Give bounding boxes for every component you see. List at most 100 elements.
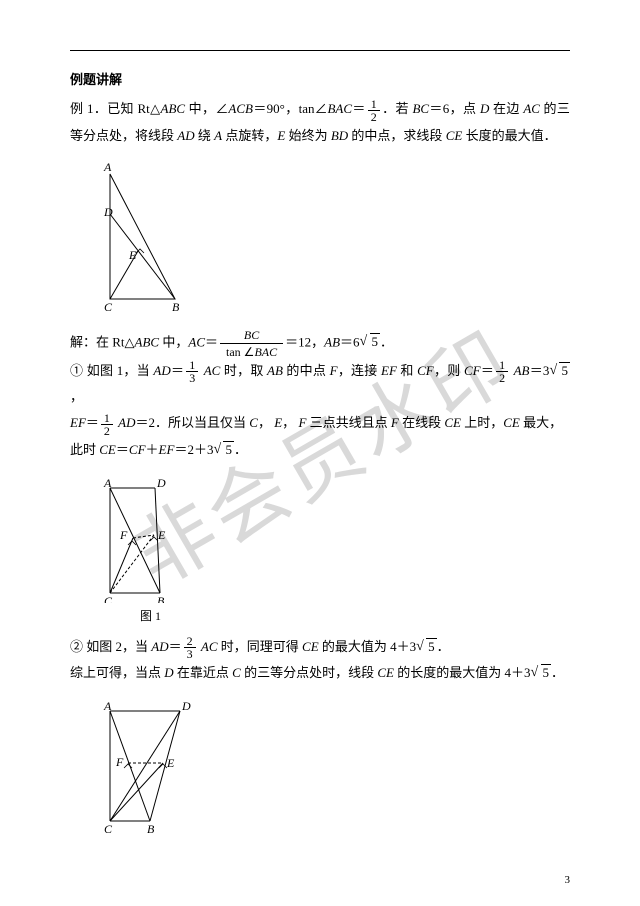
t: ，则 xyxy=(434,363,464,378)
eq: ＝3 xyxy=(529,363,549,378)
d: 2 xyxy=(101,425,113,437)
t: 综上可得，当点 xyxy=(70,665,164,680)
t: 在边 xyxy=(489,101,523,116)
ang-acb: ACB xyxy=(228,101,253,116)
cf2: CF xyxy=(464,363,481,378)
lbl-B: B xyxy=(147,822,155,836)
figure-2-svg: A D F E C B xyxy=(90,473,200,603)
lbl-D: D xyxy=(103,205,113,219)
lbl-F: F xyxy=(115,755,124,769)
tri: ABC xyxy=(135,334,160,349)
figure-1: A D E C B xyxy=(90,159,570,319)
solution-line: 解：在 Rt△ABC 中，AC＝BCtan ∠BAC＝12，AB＝65． xyxy=(70,329,570,358)
sqrt5: 5 xyxy=(360,329,381,355)
problem-label: 例 1． xyxy=(70,101,107,116)
ac: AC xyxy=(188,334,205,349)
t: 时，同理可得 xyxy=(218,639,303,654)
t: 中， xyxy=(159,334,188,349)
lbl-E: E xyxy=(166,756,175,770)
den: 2 xyxy=(368,111,380,123)
c: C xyxy=(249,415,258,430)
rad: 5 xyxy=(370,333,381,349)
t: 最大， xyxy=(520,415,562,430)
cf3: CF xyxy=(129,442,146,457)
frac23: 23 xyxy=(184,635,196,660)
den: tan ∠BAC xyxy=(220,344,283,358)
pt-d: D xyxy=(480,101,489,116)
case2-paragraph: ② 如图 2，当 AD＝23 AC 时，同理可得 CE 的最大值为 4＋35． xyxy=(70,634,570,661)
sqrt5a: 5 xyxy=(549,358,570,384)
lbl-A: A xyxy=(103,160,112,174)
seg-bc: BC xyxy=(412,101,429,116)
t: ＝90°，tan∠ xyxy=(253,101,328,116)
t: 如图 1，当 xyxy=(83,363,153,378)
lbl-B: B xyxy=(172,300,180,314)
f3: F xyxy=(391,415,399,430)
eq: ＝ xyxy=(481,363,494,378)
lbl-E: E xyxy=(157,528,166,542)
t: ，连接 xyxy=(338,363,381,378)
lbl-F: F xyxy=(119,528,128,542)
n: 1 xyxy=(101,412,113,425)
t: 的最大值为 4＋3 xyxy=(319,639,417,654)
figure-1-svg: A D E C B xyxy=(90,159,190,319)
t: 的长度的最大值为 4＋3 xyxy=(394,665,531,680)
conclusion-paragraph: 综上可得，当点 D 在靠近点 C 的三等分点处时，线段 CE 的长度的最大值为 … xyxy=(70,660,570,686)
e: E xyxy=(274,415,282,430)
eq: ＝ xyxy=(205,334,218,349)
t: ． xyxy=(380,334,393,349)
t: 绕 xyxy=(195,128,215,143)
ce: CE xyxy=(444,415,461,430)
seg-ad: AD xyxy=(177,128,194,143)
lbl-B: B xyxy=(157,594,165,603)
section-title: 例题讲解 xyxy=(70,69,570,88)
sol-label: 解： xyxy=(70,334,96,349)
lbl-C: C xyxy=(104,300,113,314)
t: 在靠近点 xyxy=(174,665,233,680)
ab: AB xyxy=(267,363,283,378)
eq: ＝ xyxy=(116,442,129,457)
sqrt5c: 5 xyxy=(416,634,437,660)
t: ， xyxy=(70,389,83,404)
d: 3 xyxy=(184,648,196,660)
sqrt5d: 5 xyxy=(531,660,552,686)
t: 中，∠ xyxy=(185,101,228,116)
circ1: ① xyxy=(70,363,83,378)
frac12a: 12 xyxy=(496,359,508,384)
ce2: CE xyxy=(503,415,520,430)
t: ． xyxy=(234,442,247,457)
r: 5 xyxy=(541,664,552,680)
t: 三点共线且点 xyxy=(306,415,391,430)
page-content: 例题讲解 例 1．已知 Rt△ABC 中，∠ACB＝90°，tan∠BAC＝12… xyxy=(70,50,570,836)
eq: ＝2＋3 xyxy=(174,442,213,457)
t: 如图 2，当 xyxy=(83,639,151,654)
t: 和 xyxy=(397,363,417,378)
t: 的中点，求线段 xyxy=(348,128,446,143)
plus: ＋ xyxy=(146,442,159,457)
ef2: EF xyxy=(70,415,86,430)
f: F xyxy=(330,363,338,378)
eq: ＝ xyxy=(86,415,99,430)
ce: CE xyxy=(377,665,394,680)
t: ， xyxy=(258,415,271,430)
t: 长度的最大值． xyxy=(462,128,556,143)
t: ＝6 xyxy=(340,334,360,349)
seg-bd: BD xyxy=(331,128,348,143)
seg-ac: AC xyxy=(523,101,540,116)
figure-2: A D F E C B 图 1 xyxy=(90,473,570,624)
t: tan ∠ xyxy=(226,345,254,359)
ab2: AB xyxy=(514,363,530,378)
sqrt5b: 5 xyxy=(213,437,234,463)
bac: BAC xyxy=(254,345,277,359)
seg-ce: CE xyxy=(446,128,463,143)
t: ＝ xyxy=(352,101,366,116)
d: 3 xyxy=(186,372,198,384)
frac-bc-tan: BCtan ∠BAC xyxy=(220,329,283,358)
page-number: 3 xyxy=(565,874,571,886)
t: 在线段 xyxy=(399,415,445,430)
lbl-C: C xyxy=(104,822,113,836)
ad2: AD xyxy=(118,415,135,430)
t: ． xyxy=(551,665,564,680)
t: 上时， xyxy=(461,415,503,430)
problem-paragraph: 例 1．已知 Rt△ABC 中，∠ACB＝90°，tan∠BAC＝12．若 BC… xyxy=(70,96,570,149)
